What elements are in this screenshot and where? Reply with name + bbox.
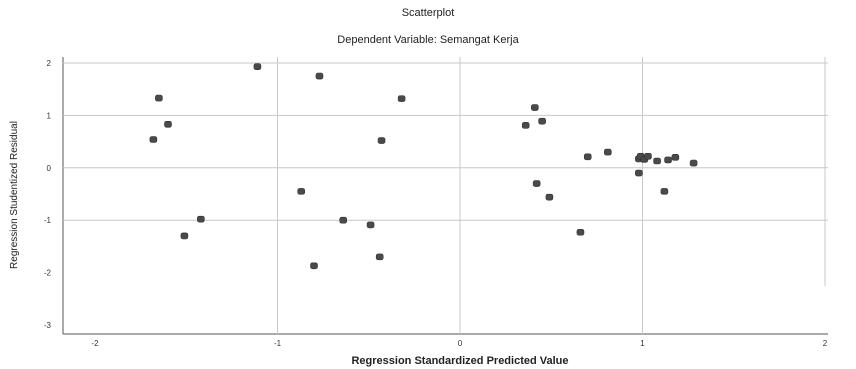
data-point [660,188,669,195]
y-tick-label: 2 [47,59,52,68]
x-axis-label: Regression Standardized Predicted Value [351,355,568,367]
data-point [635,169,643,177]
data-point [583,153,592,161]
data-point [653,157,661,165]
data-point [531,104,539,111]
x-tick-label: 1 [640,339,645,348]
data-point [521,122,530,129]
y-tick-label: 1 [47,111,52,120]
data-point [397,95,406,102]
data-point [644,152,652,160]
data-point [538,117,546,125]
data-point [545,193,554,201]
data-point [664,156,672,164]
data-point [297,188,306,195]
data-point [532,180,541,187]
data-point [149,136,158,143]
data-point [164,121,172,128]
data-point [576,228,585,236]
y-tick-label: -3 [44,321,52,330]
x-tick-label: -2 [91,339,99,348]
tick-labels: -2 -1 0 1 2 2 1 0 -1 -2 -3 [44,59,828,348]
chart-title: Scatterplot [401,7,455,19]
data-points [149,63,698,270]
data-point [315,72,324,80]
chart-subtitle: Dependent Variable: Semangat Kerja [337,34,519,46]
data-point [253,63,262,70]
data-point [604,148,612,156]
data-point [197,215,205,223]
x-tick-label: 0 [458,339,463,348]
data-point [180,232,189,240]
data-point [366,221,375,229]
y-axis-label: Regression Studentized Residual [9,121,20,269]
y-tick-label: -1 [44,216,52,225]
data-point [155,94,163,102]
x-tick-label: -1 [274,339,282,348]
grid [62,57,828,335]
data-point [689,159,698,167]
data-point [339,216,348,224]
x-tick-label: 2 [823,339,828,348]
data-point [310,262,318,270]
data-point [377,137,386,144]
y-tick-label: 0 [47,164,52,173]
data-point [375,253,384,261]
data-point [671,154,680,161]
y-tick-label: -2 [44,269,52,278]
